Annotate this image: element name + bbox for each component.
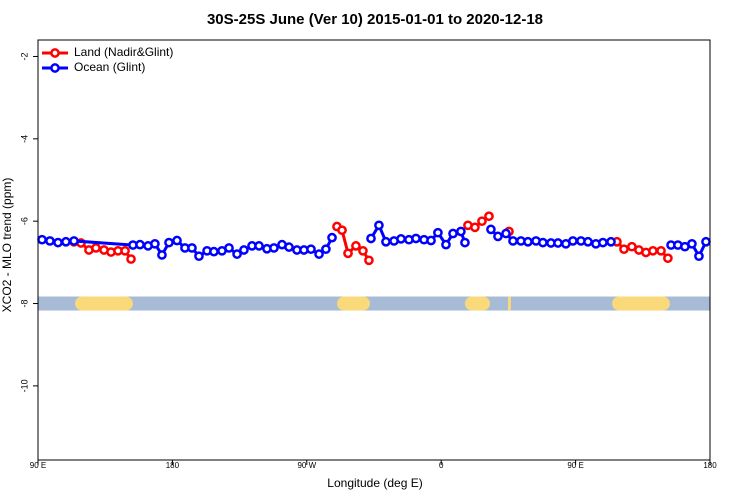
point xyxy=(501,228,511,239)
point xyxy=(366,233,376,244)
point xyxy=(358,245,368,256)
point xyxy=(37,234,47,245)
x-tick-label: 180 xyxy=(703,461,717,470)
y-tick-label: -10 xyxy=(19,379,29,392)
y-tick-label: -8 xyxy=(19,300,29,308)
legend-label: Land (Nadir&Glint) xyxy=(74,45,173,59)
point xyxy=(135,239,145,250)
land-strip xyxy=(75,296,133,311)
x-axis-label: Longitude (deg E) xyxy=(327,476,422,490)
legend-marker xyxy=(50,63,60,73)
point xyxy=(456,226,466,237)
x-tick-label: 90 W xyxy=(297,461,316,470)
point xyxy=(411,233,421,244)
point xyxy=(568,236,578,246)
chart-title: 30S-25S June (Ver 10) 2015-01-01 to 2020… xyxy=(207,11,543,28)
x-tick-label: 90 E xyxy=(567,461,583,470)
x-tick-label: 180 xyxy=(166,461,180,470)
point xyxy=(477,216,487,227)
point xyxy=(687,238,697,249)
point xyxy=(239,245,249,255)
point xyxy=(433,227,443,238)
point xyxy=(269,243,279,253)
y-tick-label: -6 xyxy=(19,217,29,225)
point xyxy=(538,237,548,248)
ocean-strip xyxy=(38,296,710,311)
point xyxy=(284,242,294,252)
land-strip xyxy=(336,296,370,311)
point xyxy=(69,236,79,246)
point xyxy=(194,251,204,262)
point xyxy=(656,245,666,256)
point xyxy=(523,236,533,247)
point xyxy=(321,244,331,255)
land-strip xyxy=(612,296,670,311)
point xyxy=(337,225,347,236)
y-axis-label: XCO2 - MLO trend (ppm) xyxy=(0,178,14,313)
point xyxy=(306,244,316,255)
point xyxy=(45,236,55,246)
point xyxy=(224,243,234,253)
y-tick-label: -2 xyxy=(19,52,29,60)
land-strip xyxy=(464,296,491,311)
point xyxy=(508,236,518,246)
land-strip xyxy=(507,296,511,311)
point xyxy=(314,249,324,259)
point xyxy=(157,250,167,260)
point xyxy=(209,246,219,257)
point xyxy=(126,254,136,264)
point xyxy=(484,211,494,222)
x-tick-label: 90 E xyxy=(30,461,46,470)
point xyxy=(470,222,480,233)
y-tick-label: -4 xyxy=(19,135,29,143)
point xyxy=(441,239,451,250)
point xyxy=(374,220,384,231)
point xyxy=(343,248,353,259)
point xyxy=(448,228,458,239)
x-tick-label: 0 xyxy=(439,461,444,470)
point xyxy=(396,234,406,244)
point xyxy=(381,236,391,247)
point xyxy=(663,253,673,264)
point xyxy=(583,236,593,247)
point xyxy=(254,241,264,251)
legend-label: Ocean (Glint) xyxy=(74,60,145,74)
point xyxy=(150,238,160,249)
point xyxy=(701,236,711,247)
point xyxy=(91,243,101,253)
legend-marker xyxy=(50,48,60,58)
point xyxy=(606,236,616,247)
point xyxy=(61,236,71,247)
point xyxy=(351,241,361,251)
point xyxy=(493,231,503,242)
point xyxy=(553,238,563,248)
point xyxy=(232,249,242,259)
point xyxy=(364,255,374,266)
point xyxy=(460,237,470,248)
point xyxy=(648,245,658,256)
point xyxy=(327,232,337,243)
point xyxy=(598,237,608,248)
plot-frame xyxy=(37,39,711,461)
point xyxy=(172,235,182,246)
point xyxy=(187,243,197,253)
point xyxy=(164,237,174,248)
point xyxy=(120,245,130,256)
point xyxy=(426,235,436,246)
point xyxy=(619,244,629,255)
point xyxy=(486,224,496,235)
point xyxy=(694,251,704,262)
point xyxy=(53,237,63,248)
